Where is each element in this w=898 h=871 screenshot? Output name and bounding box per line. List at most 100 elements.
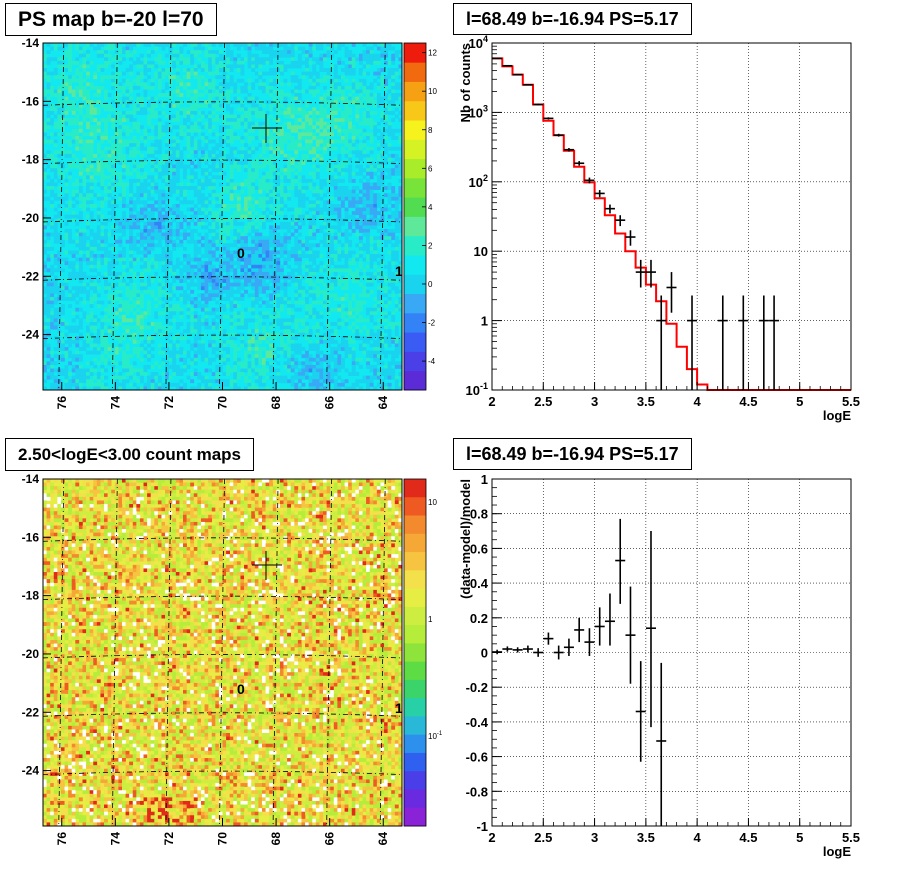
ps-map-cell — [96, 146, 101, 151]
ps-map-cell — [323, 150, 327, 155]
ps-map-cell — [344, 150, 349, 155]
ps-map-cell — [172, 146, 177, 151]
ps-map-cell — [121, 279, 126, 283]
ps-map-cell — [121, 229, 126, 233]
ps-map-cell — [366, 110, 370, 115]
ps-map-cell — [218, 229, 223, 233]
ps-map-cell — [136, 110, 141, 115]
ps-map-cell — [186, 225, 191, 230]
ps-map-cell — [190, 218, 195, 223]
ps-map-cell — [114, 128, 119, 133]
ps-map-cell — [279, 182, 284, 187]
ps-map-cell — [197, 143, 202, 148]
ps-map-cell — [139, 257, 144, 262]
ps-map-cell — [265, 89, 270, 94]
ps-map-cell — [193, 282, 198, 287]
ps-map-cell — [204, 168, 209, 173]
ps-map-cell — [226, 82, 230, 87]
ps-map-cell — [254, 161, 259, 165]
ps-map-cell — [150, 243, 155, 248]
ps-map-cell — [384, 207, 388, 212]
ps-map-cell — [319, 178, 324, 183]
ps-map-cell — [78, 64, 83, 69]
ps-map-cell — [362, 232, 367, 237]
ps-map-cell — [43, 128, 47, 133]
ps-map-cell — [312, 85, 317, 90]
ps-map-cell — [172, 246, 177, 251]
ps-map-cell — [283, 289, 288, 294]
ps-map-cell — [68, 103, 73, 108]
ps-map-cell — [186, 68, 191, 72]
ps-map-cell — [100, 221, 105, 226]
ps-map-cell — [294, 150, 299, 155]
ps-map-cell — [226, 46, 230, 51]
ps-map-cell — [394, 153, 399, 158]
ps-map-cell — [60, 289, 65, 294]
ps-map-cell — [358, 304, 363, 309]
ps-map-cell — [86, 325, 90, 330]
ps-map-cell — [208, 68, 213, 72]
ps-map-cell — [136, 211, 141, 216]
ps-map-cell — [358, 264, 363, 269]
ps-map-cell — [118, 82, 123, 87]
ps-map-cell — [114, 118, 119, 122]
ps-map-cell — [60, 293, 65, 298]
ps-map-cell — [168, 232, 173, 237]
ps-map-cell — [200, 236, 205, 241]
ps-map-cell — [269, 239, 274, 244]
ps-map-cell — [251, 128, 256, 133]
ps-map-cell — [362, 318, 367, 323]
ps-map-cell — [279, 68, 284, 72]
ps-map-cell — [290, 318, 295, 323]
ps-map-cell — [71, 60, 76, 65]
ps-map-cell — [269, 186, 274, 190]
ps-map-cell — [168, 239, 173, 244]
ps-map-cell — [340, 136, 345, 140]
ps-map-cell — [204, 182, 209, 187]
ps-map-cell — [200, 203, 205, 208]
ps-map-cell — [200, 307, 205, 312]
ps-map-cell — [53, 43, 58, 47]
ps-map-cell — [344, 193, 349, 198]
ps-map-cell — [215, 193, 220, 198]
ps-map-cell — [369, 279, 374, 283]
ps-map-cell — [50, 318, 55, 323]
ps-map-cell — [93, 325, 98, 330]
ps-map-cell — [369, 200, 374, 205]
ps-map-cell — [100, 246, 105, 251]
ps-map-cell — [71, 318, 76, 323]
ps-map-cell — [125, 114, 130, 119]
ps-map-cell — [136, 75, 141, 80]
ps-map-cell — [261, 271, 266, 276]
ps-map-cell — [179, 311, 184, 316]
ps-map-cell — [333, 268, 338, 273]
ps-map-cell — [351, 100, 356, 105]
ps-map-cell — [251, 214, 256, 219]
ps-map-cell — [53, 125, 58, 130]
ps-map-cell — [330, 78, 335, 83]
ps-map-cell — [297, 186, 302, 190]
ps-map-cell — [333, 168, 338, 173]
ps-map-cell — [50, 46, 55, 51]
ps-map-cell — [247, 139, 252, 144]
ps-map-cell — [114, 271, 119, 276]
ps-map-cell — [218, 171, 223, 176]
ps-map-cell — [57, 114, 62, 119]
ps-map-cell — [218, 279, 223, 283]
ps-map-cell — [387, 171, 392, 176]
ps-map-cell — [229, 186, 234, 190]
ps-map-cell — [197, 286, 202, 291]
ps-map-cell — [96, 207, 101, 212]
ps-map-cell — [283, 214, 288, 219]
ps-map-cell — [222, 296, 227, 301]
ps-map-cell — [43, 221, 47, 226]
ps-map-cell — [351, 57, 356, 62]
ps-map-cell — [340, 311, 345, 316]
ps-map-cell — [297, 307, 302, 312]
ps-map-cell — [398, 139, 403, 144]
ps-map-cell — [118, 236, 123, 241]
ps-map-cell — [208, 246, 213, 251]
ps-map-cell — [125, 78, 130, 83]
ps-map-cell — [68, 229, 73, 233]
ps-map-cell — [373, 211, 378, 216]
